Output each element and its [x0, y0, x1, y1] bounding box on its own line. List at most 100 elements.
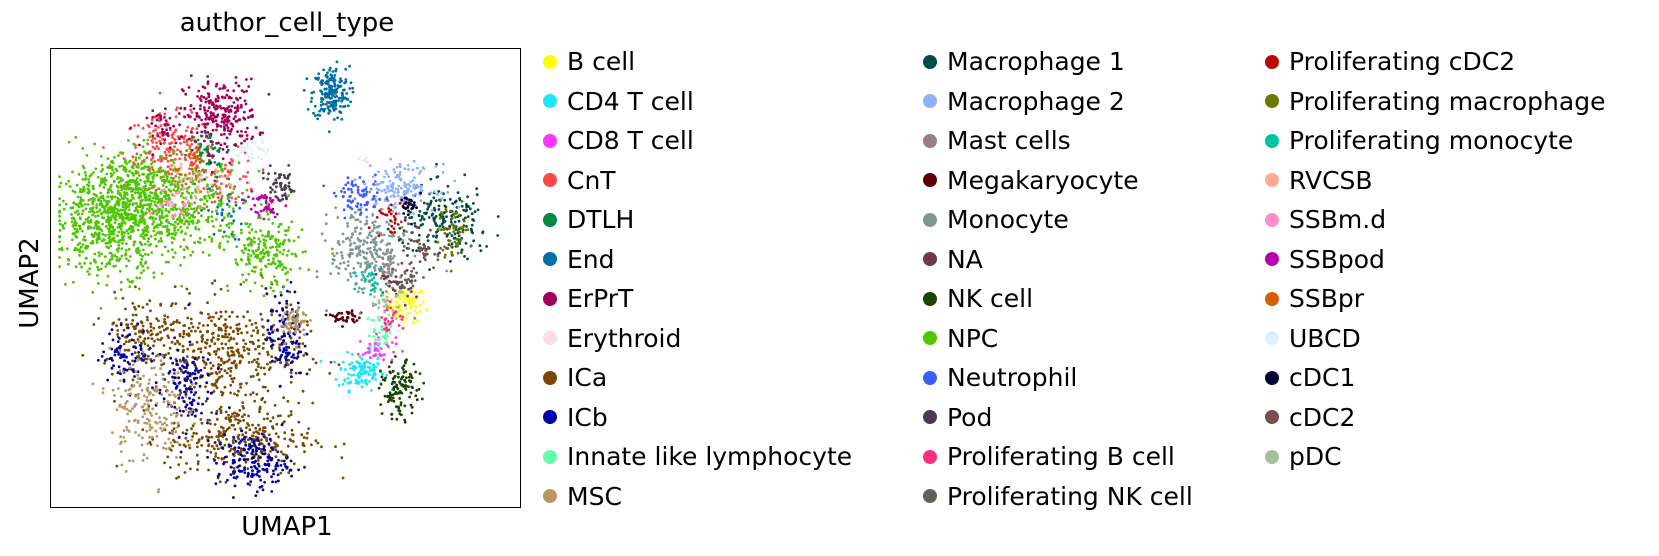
data-point	[368, 380, 371, 383]
data-point	[319, 103, 323, 107]
data-point	[273, 403, 277, 407]
data-point	[110, 372, 114, 376]
data-point	[79, 198, 83, 202]
data-point	[118, 257, 122, 261]
data-point	[248, 262, 252, 266]
data-point	[176, 440, 179, 444]
data-point	[405, 183, 409, 187]
data-point	[182, 358, 185, 362]
data-point	[235, 393, 239, 397]
data-point	[200, 421, 204, 425]
data-point	[84, 207, 88, 211]
data-point	[154, 217, 158, 221]
data-point	[156, 338, 160, 341]
data-point	[204, 385, 207, 389]
data-point	[290, 428, 294, 432]
data-point	[338, 80, 342, 84]
data-point	[400, 309, 403, 312]
data-point	[209, 140, 213, 143]
data-point	[108, 227, 112, 231]
data-point	[402, 319, 406, 323]
data-point	[255, 326, 258, 330]
data-point	[149, 309, 152, 313]
data-point	[295, 310, 299, 313]
data-point	[393, 289, 397, 293]
data-point	[79, 201, 82, 204]
data-point	[332, 118, 336, 121]
data-point	[118, 379, 122, 382]
data-point	[167, 437, 171, 441]
data-point	[267, 442, 271, 446]
data-point	[233, 359, 237, 363]
data-point	[191, 179, 195, 183]
data-point	[151, 168, 155, 172]
data-point	[205, 162, 209, 166]
data-point	[382, 358, 385, 362]
data-point	[377, 386, 381, 390]
data-point	[96, 358, 100, 362]
data-point	[70, 216, 74, 220]
data-point	[247, 361, 251, 364]
data-point	[281, 268, 284, 272]
data-point	[101, 222, 104, 226]
data-point	[96, 214, 100, 218]
data-point	[396, 263, 400, 266]
data-point	[361, 364, 364, 368]
data-point	[389, 260, 392, 264]
data-point	[87, 198, 91, 202]
data-point	[418, 210, 422, 213]
data-point	[215, 412, 218, 415]
data-point	[256, 438, 260, 442]
data-point	[136, 370, 140, 374]
data-point	[220, 393, 224, 397]
data-point	[234, 364, 238, 367]
data-point	[407, 287, 410, 291]
data-point	[269, 327, 273, 331]
data-point	[146, 266, 150, 270]
data-point	[182, 324, 186, 327]
data-point	[348, 239, 352, 242]
data-point	[387, 204, 391, 208]
data-point	[346, 260, 350, 263]
data-point	[261, 131, 264, 135]
data-point	[161, 354, 164, 358]
data-point	[170, 248, 174, 252]
data-point	[310, 96, 314, 100]
data-point	[98, 227, 101, 231]
data-point	[428, 203, 432, 207]
data-point	[102, 146, 105, 149]
data-point	[185, 245, 188, 249]
data-point	[137, 340, 141, 343]
data-point	[196, 460, 200, 463]
data-point	[294, 331, 297, 335]
data-point	[215, 104, 218, 108]
data-point	[115, 347, 119, 350]
data-point	[441, 219, 445, 222]
data-point	[216, 456, 220, 460]
data-point	[178, 215, 182, 219]
data-point	[189, 115, 192, 118]
data-point	[232, 337, 236, 341]
data-point	[195, 115, 199, 118]
data-point	[478, 244, 482, 248]
data-point	[250, 440, 254, 444]
data-point	[213, 459, 216, 462]
data-point	[120, 440, 123, 444]
data-point	[328, 101, 331, 105]
data-point	[227, 96, 231, 100]
data-point	[216, 113, 220, 117]
data-point	[191, 398, 195, 402]
data-point	[191, 435, 195, 438]
data-point	[417, 233, 421, 237]
data-point	[136, 419, 140, 423]
data-point	[120, 463, 124, 467]
data-point	[146, 442, 150, 445]
data-point	[166, 148, 169, 152]
data-point	[149, 443, 153, 446]
data-point	[445, 215, 448, 219]
data-point	[238, 177, 242, 181]
data-point	[207, 468, 210, 472]
data-point	[319, 360, 323, 363]
data-point	[145, 421, 149, 425]
data-point	[200, 118, 204, 122]
